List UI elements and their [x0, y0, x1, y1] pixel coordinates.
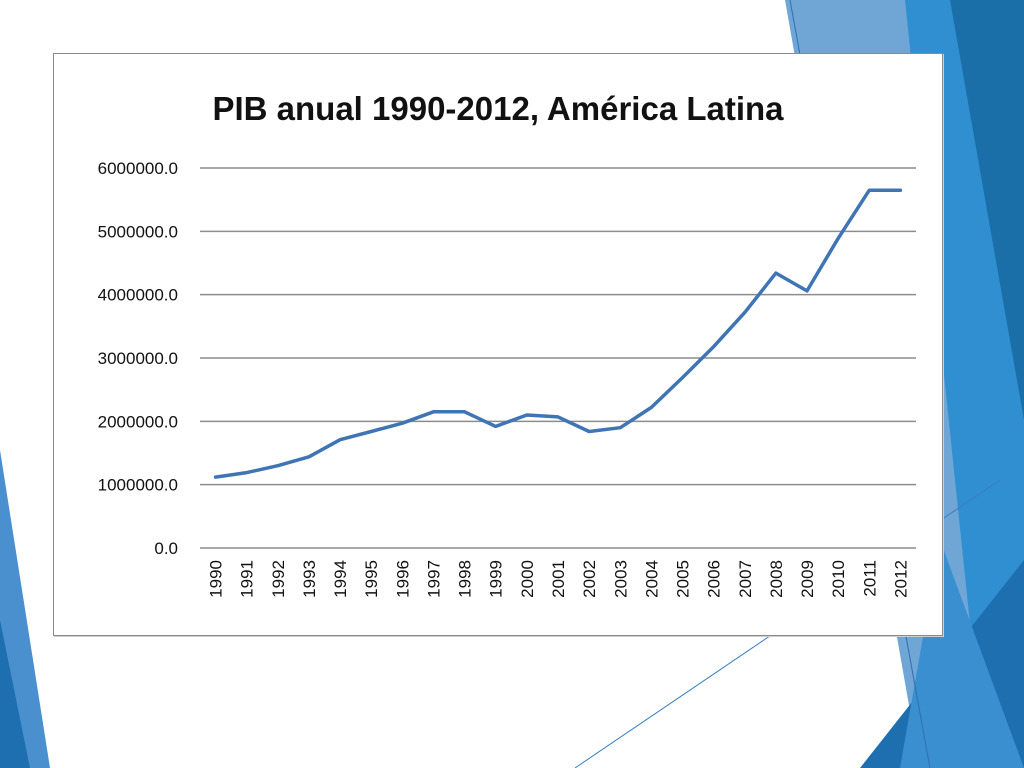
gridlines: [200, 167, 916, 549]
x-tick-label: 1991: [238, 560, 257, 598]
y-tick-label: 1000000.0: [98, 476, 178, 495]
x-tick-label: 2008: [767, 560, 786, 598]
x-tick-label: 1992: [269, 560, 288, 598]
decor-panel-right-dark: [950, 0, 1024, 420]
x-tick-label: 2007: [736, 560, 755, 598]
x-tick-label: 1997: [424, 560, 443, 598]
x-tick-label: 2002: [580, 560, 599, 598]
x-tick-label: 2012: [891, 560, 910, 598]
x-tick-label: 1990: [207, 560, 226, 598]
x-tick-label: 2004: [642, 560, 661, 598]
chart-frame: PIB anual 1990-2012, América Latina 0.0 1…: [53, 53, 943, 636]
y-tick-label: 4000000.0: [98, 286, 178, 305]
x-tick-label: 2005: [674, 560, 693, 598]
y-tick-label: 6000000.0: [98, 159, 178, 178]
x-tick-label: 1998: [456, 560, 475, 598]
x-axis-tick-labels: 1990 1991 1992 1993 1994 1995 1996 1997 1998 1999…: [207, 560, 911, 598]
x-tick-label: 2000: [518, 560, 537, 598]
x-tick-label: 2010: [829, 560, 848, 598]
x-tick-label: 1995: [362, 560, 381, 598]
y-tick-label: 5000000.0: [98, 222, 178, 241]
series-line: [213, 188, 903, 479]
decor-panel-left-dark: [0, 620, 30, 768]
x-tick-label: 2006: [705, 560, 724, 598]
x-tick-label: 2011: [860, 560, 879, 597]
line-chart: PIB anual 1990-2012, América Latina 0.0 1…: [98, 90, 916, 598]
series-lines: [213, 188, 903, 479]
x-tick-label: 1993: [300, 560, 319, 598]
y-tick-label: 2000000.0: [98, 412, 178, 431]
y-tick-label: 0.0: [154, 539, 178, 558]
x-tick-label: 1996: [393, 560, 412, 598]
x-tick-label: 2009: [798, 560, 817, 598]
x-tick-label: 1999: [487, 560, 506, 598]
x-tick-label: 2003: [611, 560, 630, 598]
chart-title: PIB anual 1990-2012, América Latina: [212, 90, 784, 127]
y-axis-tick-labels: 0.0 1000000.0 2000000.0 3000000.0 4000000.0 5…: [98, 159, 178, 558]
y-tick-label: 3000000.0: [98, 349, 178, 368]
x-tick-label: 1994: [331, 560, 350, 598]
x-tick-label: 2001: [549, 560, 568, 598]
